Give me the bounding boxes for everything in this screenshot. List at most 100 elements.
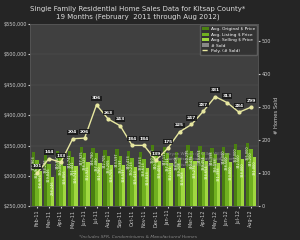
Text: 101: 101 xyxy=(32,164,42,168)
Text: 340,475: 340,475 xyxy=(190,154,194,169)
Text: 313: 313 xyxy=(223,94,232,98)
Text: 308,903: 308,903 xyxy=(38,174,43,188)
Text: 346,398: 346,398 xyxy=(210,151,214,165)
Text: 315,856: 315,856 xyxy=(62,169,66,184)
Text: 206: 206 xyxy=(80,130,89,133)
Text: 331: 331 xyxy=(211,88,220,92)
Bar xyxy=(71,157,74,240)
Text: 318,705: 318,705 xyxy=(110,168,114,182)
Text: 340,856: 340,856 xyxy=(56,154,59,169)
Bar xyxy=(190,151,193,240)
Text: 340,003: 340,003 xyxy=(154,155,158,169)
Text: 346,780: 346,780 xyxy=(91,150,95,165)
Text: 334,246: 334,246 xyxy=(44,158,48,173)
Text: 338,500: 338,500 xyxy=(225,156,229,170)
Text: 322,111: 322,111 xyxy=(169,166,173,180)
Text: 306: 306 xyxy=(92,96,101,100)
Text: 175: 175 xyxy=(163,140,172,144)
Text: 348,000: 348,000 xyxy=(222,150,226,164)
Bar xyxy=(32,152,35,240)
Bar xyxy=(217,163,220,240)
Bar xyxy=(95,153,98,240)
Bar xyxy=(151,145,154,240)
Bar xyxy=(198,146,202,240)
Bar xyxy=(118,156,122,240)
Bar xyxy=(74,166,78,240)
Text: 331,441: 331,441 xyxy=(71,160,75,174)
Text: 341,741: 341,741 xyxy=(68,154,71,168)
Bar xyxy=(68,151,71,240)
Bar xyxy=(225,153,229,240)
Text: 298,246: 298,246 xyxy=(50,180,54,195)
Text: 19 Months (February  2011 through Aug 2012): 19 Months (February 2011 through Aug 201… xyxy=(56,13,220,20)
Bar xyxy=(56,151,59,240)
Text: 322,925: 322,925 xyxy=(86,165,90,180)
Bar xyxy=(80,147,83,240)
Bar xyxy=(202,152,205,240)
Bar xyxy=(178,158,181,240)
Text: 325,275: 325,275 xyxy=(193,164,197,178)
Bar xyxy=(110,165,113,240)
Text: 321,398: 321,398 xyxy=(217,166,220,181)
Bar xyxy=(158,161,161,240)
Text: *Includes SFR, Condominiums & Manufactured Homes: *Includes SFR, Condominiums & Manufactur… xyxy=(79,235,197,239)
Text: 184: 184 xyxy=(128,137,137,141)
Text: 330,213: 330,213 xyxy=(130,161,134,175)
Text: 328,613: 328,613 xyxy=(142,162,146,176)
Text: 339,454: 339,454 xyxy=(201,155,206,170)
Text: 337,080: 337,080 xyxy=(94,156,98,171)
Text: 331,000: 331,000 xyxy=(252,160,256,175)
Bar xyxy=(134,167,137,240)
Bar xyxy=(146,168,149,240)
Text: 328,000: 328,000 xyxy=(240,162,244,177)
Text: 336,198: 336,198 xyxy=(213,157,217,172)
Text: 338,903: 338,903 xyxy=(32,155,36,170)
Bar xyxy=(222,147,225,240)
Text: 338,908: 338,908 xyxy=(174,155,178,170)
Text: 330,056: 330,056 xyxy=(59,161,63,175)
Text: 349,654: 349,654 xyxy=(198,149,202,163)
Text: 347,925: 347,925 xyxy=(79,150,83,165)
Text: 325,403: 325,403 xyxy=(157,164,161,178)
Text: 225: 225 xyxy=(175,123,184,127)
Bar xyxy=(241,159,244,240)
Bar xyxy=(253,157,256,240)
Text: 247: 247 xyxy=(187,116,196,120)
Text: 139: 139 xyxy=(151,152,160,156)
Bar xyxy=(246,143,249,240)
Text: 355,000: 355,000 xyxy=(245,146,250,160)
Bar xyxy=(107,156,110,240)
Text: Single Family Residential Home Sales Data for Kitsap County*: Single Family Residential Home Sales Dat… xyxy=(30,6,246,12)
Text: 313,813: 313,813 xyxy=(146,171,149,185)
Bar xyxy=(142,159,146,240)
Text: 347,111: 347,111 xyxy=(162,150,167,165)
Bar xyxy=(234,144,237,240)
Text: 321,780: 321,780 xyxy=(98,166,102,180)
Bar xyxy=(169,162,173,240)
Bar xyxy=(187,145,190,240)
Text: 333,205: 333,205 xyxy=(106,159,110,174)
Text: 350,403: 350,403 xyxy=(151,148,154,163)
Text: 315,413: 315,413 xyxy=(134,170,137,184)
Text: 340,413: 340,413 xyxy=(127,155,131,169)
Text: 299: 299 xyxy=(246,99,256,103)
Text: Bryan Wilson @ Keller Williams
www.KitsapRealEstateInsider.com
www.kitsapBestBuy: Bryan Wilson @ Keller Williams www.Kitsa… xyxy=(167,152,236,167)
Y-axis label: # Homes Sold: # Homes Sold xyxy=(274,96,279,134)
Text: 284: 284 xyxy=(234,104,244,108)
Bar xyxy=(86,162,90,240)
Bar xyxy=(193,161,197,240)
Bar xyxy=(205,161,208,240)
Bar xyxy=(59,158,63,240)
Bar xyxy=(154,152,158,240)
Bar xyxy=(181,168,185,240)
Bar xyxy=(214,154,217,240)
Text: 342,705: 342,705 xyxy=(103,153,107,168)
Text: 342,500: 342,500 xyxy=(237,153,241,168)
Text: 263: 263 xyxy=(104,111,113,115)
Bar xyxy=(51,177,54,240)
Bar xyxy=(63,166,66,240)
Bar xyxy=(127,151,130,240)
Text: 287: 287 xyxy=(199,103,208,107)
Text: 333,197: 333,197 xyxy=(118,159,122,174)
Bar xyxy=(92,148,95,240)
